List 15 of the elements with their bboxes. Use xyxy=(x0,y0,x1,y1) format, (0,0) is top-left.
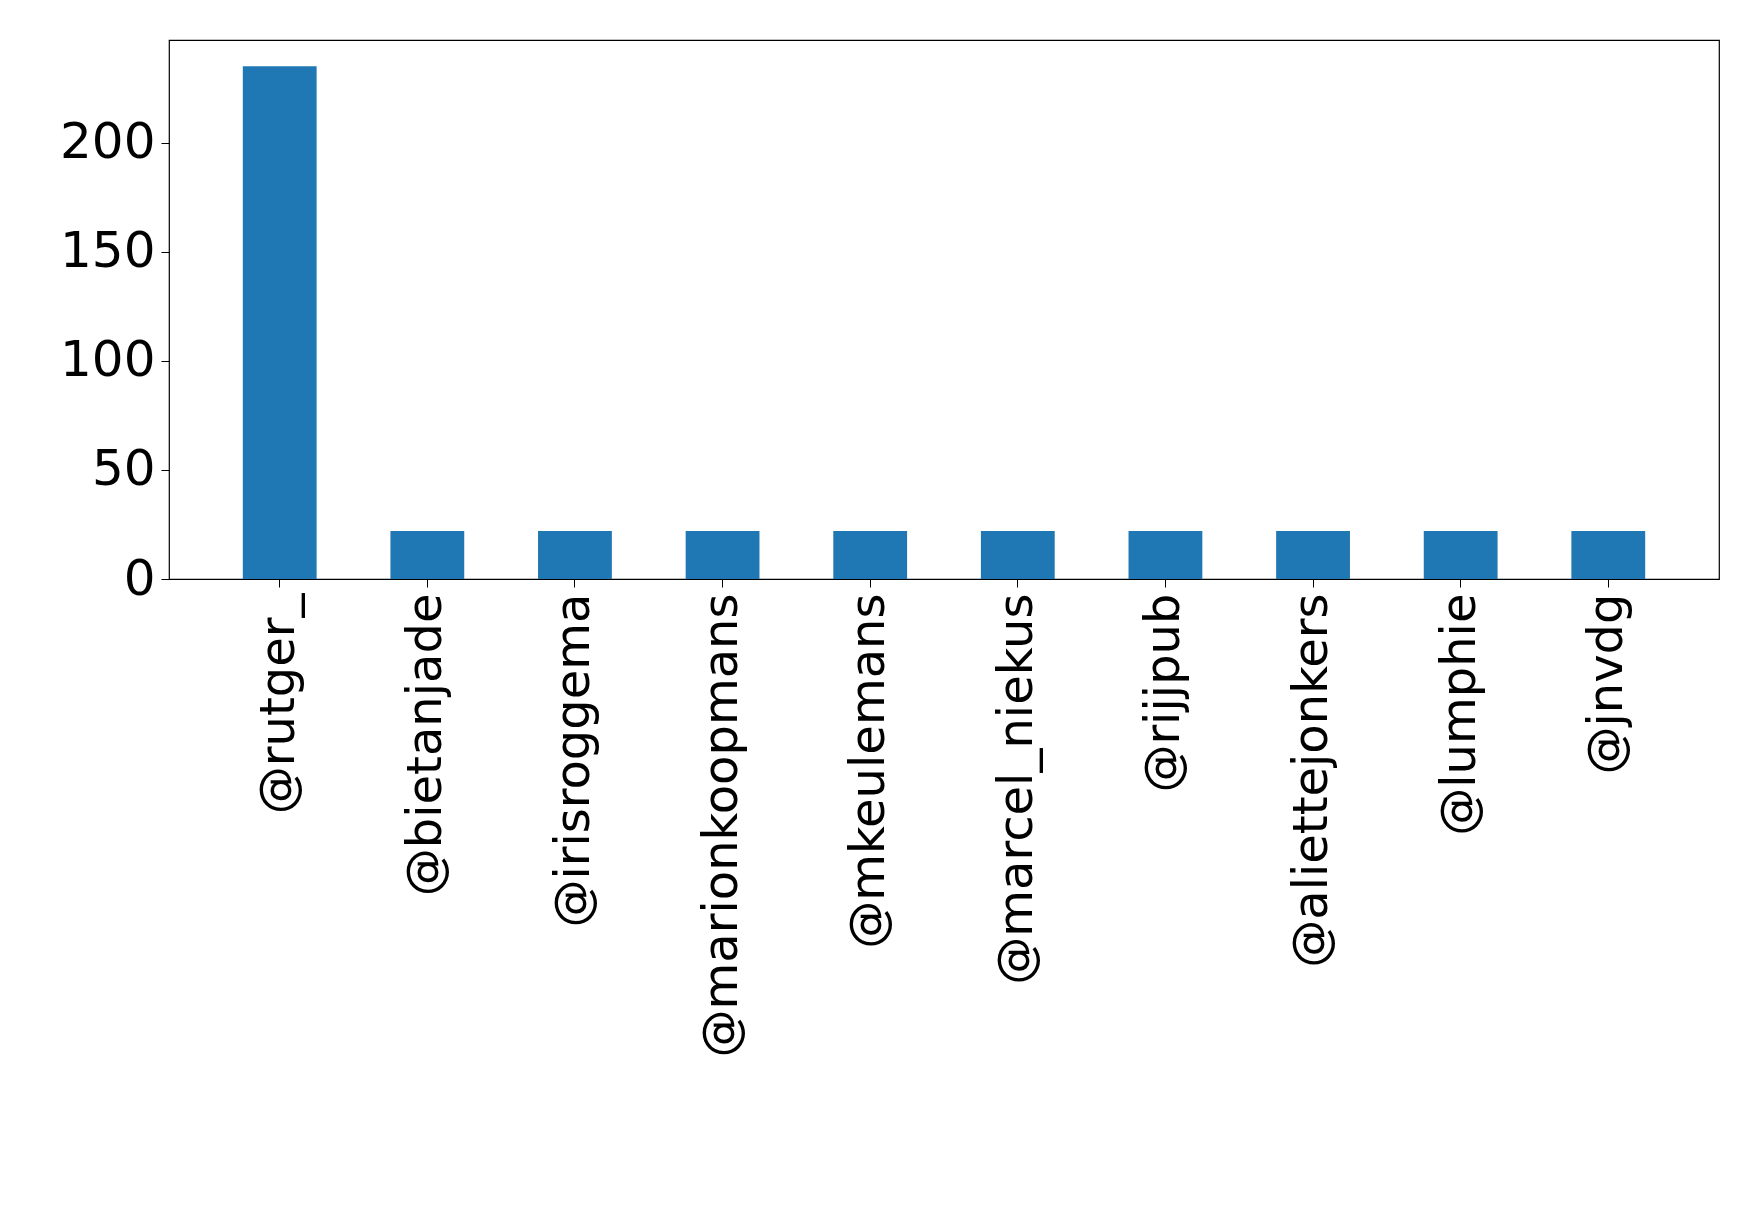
x-tick-label: @lumphie xyxy=(1429,593,1486,836)
x-tick-label: @mkeulemans xyxy=(839,593,896,949)
x-tick-label: @irisroggema xyxy=(543,593,600,928)
x-tick-label: @jnvdg xyxy=(1577,593,1634,775)
y-tick-label: 50 xyxy=(91,439,156,498)
y-tick-label: 200 xyxy=(60,112,156,171)
x-tick-label: @marcel_niekus xyxy=(986,593,1043,985)
x-tick-label: @marionkoopmans xyxy=(691,593,748,1058)
y-tick-label: 0 xyxy=(123,548,156,607)
y-tick-label: 150 xyxy=(60,221,156,280)
x-tick-label: @rutger_ xyxy=(248,592,305,815)
x-tick-label: @aliettejonkers xyxy=(1282,593,1339,968)
y-tick-label: 100 xyxy=(60,330,156,389)
x-tick-label: @bietanjade xyxy=(396,593,453,897)
x-tick-label: @rijjpub xyxy=(1134,593,1191,793)
